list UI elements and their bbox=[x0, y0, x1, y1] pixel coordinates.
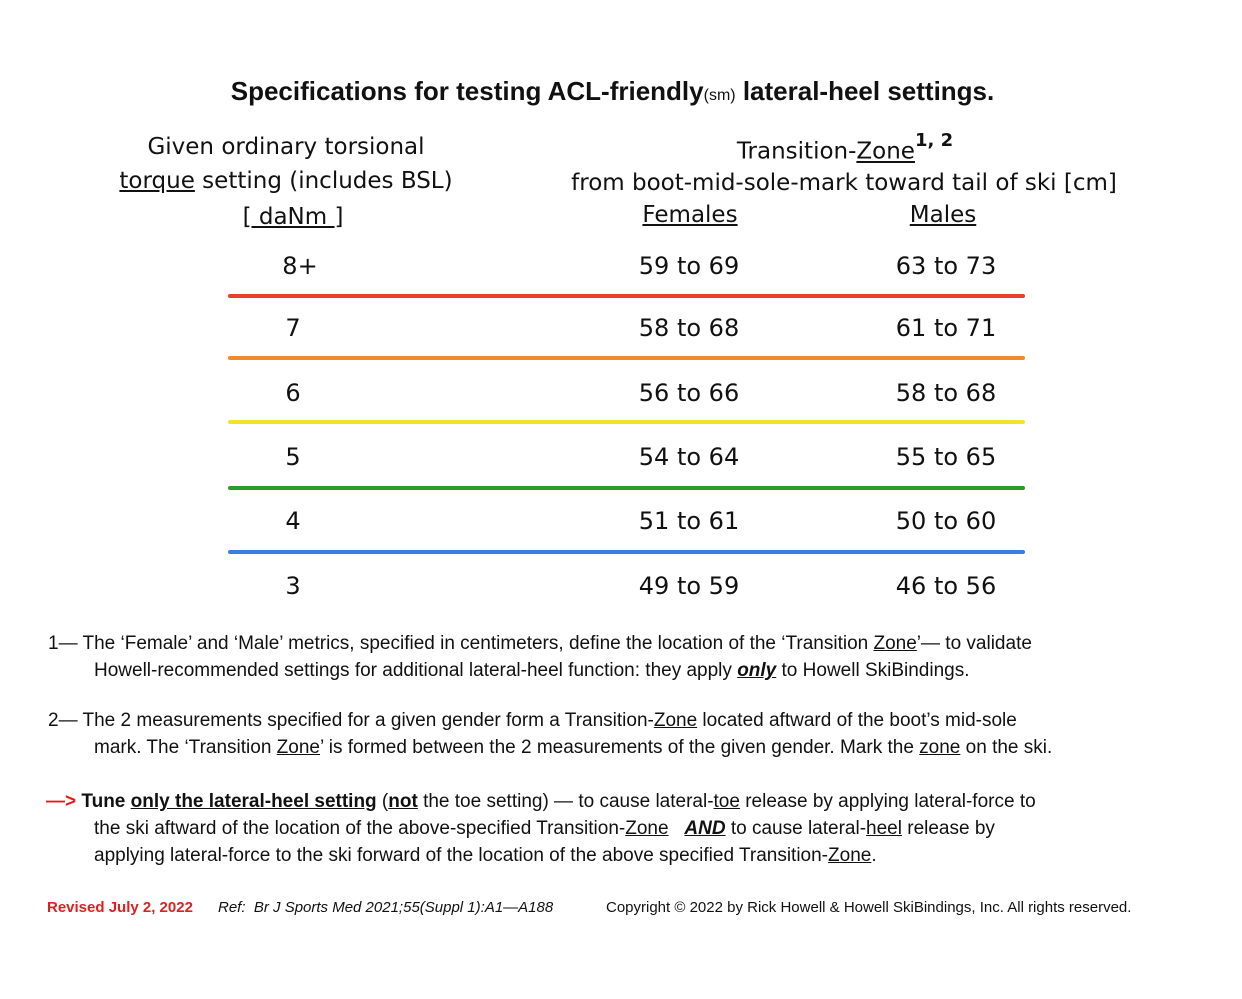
note2-text-d: ’ is formed between the 2 measurements o… bbox=[319, 737, 920, 758]
note3-text-b: the toe setting) — to cause lateral- bbox=[417, 791, 714, 812]
female-cell: 49 to 59 bbox=[638, 572, 740, 600]
note3-text-h: applying lateral-force to the ski forwar… bbox=[94, 845, 829, 866]
title-main: Specifications for testing ACL-friendly bbox=[230, 76, 704, 106]
revised-date: Revised July 2, 2022 bbox=[47, 899, 193, 916]
note3-text-a: ( bbox=[376, 791, 389, 812]
torque-cell: 5 bbox=[285, 443, 301, 471]
row-divider bbox=[228, 356, 1025, 360]
note3-spacer bbox=[669, 818, 685, 839]
title-end: lateral-heel settings. bbox=[735, 76, 995, 106]
male-cell: 46 to 56 bbox=[895, 572, 997, 600]
torque-cell: 4 bbox=[285, 507, 301, 535]
row-divider bbox=[228, 550, 1025, 554]
transition-label: Transition- bbox=[736, 138, 857, 165]
page-title: Specifications for testing ACL-friendly(… bbox=[0, 76, 1225, 107]
ref-citation: Br J Sports Med 2021;55(Suppl 1):A1—A188 bbox=[253, 899, 554, 916]
copyright: Copyright © 2022 by Rick Howell & Howell… bbox=[606, 899, 1132, 916]
transition-zone-header: Transition-Zone1, 2 bbox=[560, 130, 1130, 165]
note3-text-d: the ski aftward of the location of the a… bbox=[94, 818, 626, 839]
note3-heel: heel bbox=[866, 818, 902, 839]
male-cell: 50 to 60 bbox=[895, 507, 997, 535]
note1-zone: Zone bbox=[873, 633, 917, 654]
note3-toe: toe bbox=[713, 791, 740, 812]
note2-text-e: on the ski. bbox=[960, 737, 1053, 758]
note3-tune: Tune bbox=[76, 791, 131, 812]
note1-text-a: 1— The ‘Female’ and ‘Male’ metrics, spec… bbox=[48, 633, 874, 654]
note2-text-a: 2— The 2 measurements specified for a gi… bbox=[48, 710, 654, 731]
torque-header-line1: Given ordinary torsional bbox=[147, 134, 425, 160]
note2-text-b: located aftward of the boot’s mid-sole bbox=[697, 710, 1017, 731]
note3-text-i: . bbox=[871, 845, 877, 866]
note1-text-c: Howell-recommended settings for addition… bbox=[94, 660, 738, 681]
note2-zone2: Zone bbox=[276, 737, 320, 758]
torque-unit: [ daNm ] bbox=[242, 204, 344, 230]
male-cell: 58 to 68 bbox=[895, 379, 997, 407]
female-cell: 51 to 61 bbox=[638, 507, 740, 535]
footnote-2: 2— The 2 measurements specified for a gi… bbox=[48, 707, 1052, 761]
note2-zone3: zone bbox=[919, 737, 961, 758]
note3-text-c: release by applying lateral-force to bbox=[739, 791, 1036, 812]
torque-cell: 8+ bbox=[282, 252, 318, 280]
male-cell: 61 to 71 bbox=[895, 314, 997, 342]
note3-and: AND bbox=[684, 818, 726, 839]
note2-zone: Zone bbox=[653, 710, 698, 731]
ref-label: Ref: bbox=[218, 899, 246, 916]
female-cell: 59 to 69 bbox=[638, 252, 740, 280]
arrow-icon: —> bbox=[46, 791, 77, 812]
note3-tune-underlined: only the lateral-heel setting bbox=[130, 791, 377, 812]
note3-text-g: release by bbox=[901, 818, 995, 839]
note3-zone2: Zone bbox=[828, 845, 872, 866]
note3-zone: Zone bbox=[625, 818, 669, 839]
torque-cell: 6 bbox=[285, 379, 301, 407]
male-cell: 63 to 73 bbox=[895, 252, 997, 280]
male-cell: 55 to 65 bbox=[895, 443, 997, 471]
note3-text-f: to cause lateral- bbox=[725, 818, 867, 839]
note3-not: not bbox=[388, 791, 418, 812]
reference: Ref: Br J Sports Med 2021;55(Suppl 1):A1… bbox=[218, 899, 553, 916]
torque-header-rest: setting (includes BSL) bbox=[194, 168, 453, 194]
note1-only: only bbox=[737, 660, 777, 681]
torque-cell: 3 bbox=[285, 572, 301, 600]
females-header: Females bbox=[642, 202, 738, 228]
row-divider bbox=[228, 420, 1025, 424]
footnote-1: 1— The ‘Female’ and ‘Male’ metrics, spec… bbox=[48, 630, 1032, 684]
row-divider bbox=[228, 294, 1025, 298]
torque-header-line2: torque setting (includes BSL) bbox=[86, 168, 486, 194]
note2-text-c: mark. The ‘Transition bbox=[94, 737, 277, 758]
title-sm-mark: (sm) bbox=[703, 87, 736, 104]
row-divider bbox=[228, 486, 1025, 490]
female-cell: 54 to 64 bbox=[638, 443, 740, 471]
zone-word: Zone bbox=[856, 138, 915, 165]
female-cell: 56 to 66 bbox=[638, 379, 740, 407]
note1-text-d: to Howell SkiBindings. bbox=[776, 660, 970, 681]
males-header: Males bbox=[909, 202, 977, 228]
torque-word: torque bbox=[119, 168, 195, 194]
transition-zone-subheader: from boot-mid-sole-mark toward tail of s… bbox=[571, 170, 1117, 196]
note1-text-b: ’— to validate bbox=[916, 633, 1032, 654]
tuning-instruction: —> Tune only the lateral-heel setting (n… bbox=[46, 788, 1036, 869]
female-cell: 58 to 68 bbox=[638, 314, 740, 342]
torque-cell: 7 bbox=[285, 314, 301, 342]
footnote-refs: 1, 2 bbox=[914, 130, 954, 151]
